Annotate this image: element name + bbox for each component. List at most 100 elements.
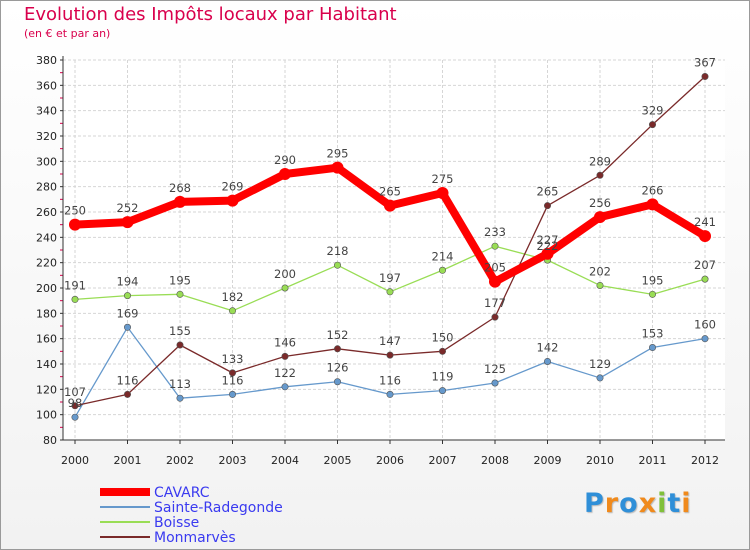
data-labels: 250 252 268 269 290 295 265 275 205 227 256 266 241 9… <box>64 55 716 410</box>
data-label: 98 <box>68 396 83 410</box>
data-label: 207 <box>694 258 716 272</box>
data-label: 153 <box>642 327 664 341</box>
data-label: 200 <box>274 267 296 281</box>
series-lines <box>69 72 711 421</box>
data-label: 195 <box>642 273 664 287</box>
chart-subtitle: (en € et par an) <box>24 27 111 40</box>
data-point <box>491 313 499 321</box>
data-label: 268 <box>169 181 191 195</box>
data-label: 122 <box>274 366 296 380</box>
data-label: 152 <box>327 328 349 342</box>
x-tick-label: 2006 <box>376 454 404 467</box>
data-label: 275 <box>432 172 454 186</box>
legend-label: Monmarvès <box>154 530 236 546</box>
data-label: 329 <box>642 104 664 118</box>
data-label: 233 <box>484 225 506 239</box>
data-label: 142 <box>537 340 559 354</box>
x-tick-label: 2000 <box>61 454 89 467</box>
data-point <box>438 266 446 274</box>
data-label: 116 <box>379 373 401 387</box>
data-label: 133 <box>222 352 244 366</box>
data-label: 155 <box>169 324 191 338</box>
logo-letter: x <box>638 488 658 519</box>
logo-letter: t <box>667 488 682 519</box>
x-tick-label: 2002 <box>166 454 194 467</box>
data-point <box>438 347 446 355</box>
data-label: 269 <box>222 180 244 194</box>
x-tick-label: 2008 <box>481 454 509 467</box>
y-tick-label: 360 <box>36 79 57 92</box>
data-point <box>648 290 656 298</box>
data-label: 265 <box>379 185 401 199</box>
data-point <box>229 369 237 377</box>
axes <box>60 56 725 444</box>
data-point <box>333 378 341 386</box>
data-point <box>333 345 341 353</box>
data-point <box>281 352 289 360</box>
data-point <box>543 202 551 210</box>
data-point <box>229 390 237 398</box>
y-tick-label: 300 <box>36 155 57 168</box>
y-tick-label: 80 <box>43 434 57 447</box>
data-point <box>491 242 499 250</box>
data-point <box>71 413 79 421</box>
data-label: 250 <box>64 204 86 218</box>
data-label: 177 <box>484 296 506 310</box>
data-label: 195 <box>169 273 191 287</box>
data-point <box>594 211 606 224</box>
data-point <box>121 216 134 229</box>
data-label: 126 <box>327 361 349 375</box>
data-point <box>438 387 446 395</box>
data-point <box>596 374 604 382</box>
data-point <box>124 390 132 398</box>
data-point <box>229 307 237 315</box>
legend-label: Sainte-Radegonde <box>154 500 283 516</box>
x-tick-label: 2012 <box>691 454 719 467</box>
data-label: 295 <box>327 147 349 161</box>
data-point <box>648 121 656 129</box>
data-label: 116 <box>222 373 244 387</box>
data-point <box>176 290 184 298</box>
data-point <box>386 288 394 296</box>
data-point <box>489 275 501 288</box>
data-label: 256 <box>589 196 611 210</box>
data-point <box>596 171 604 179</box>
y-tick-label: 320 <box>36 130 57 143</box>
data-point <box>281 284 289 292</box>
data-point <box>701 72 709 80</box>
data-label: 367 <box>694 55 716 69</box>
plot-area <box>63 60 725 440</box>
data-label: 241 <box>694 215 716 229</box>
data-label: 182 <box>222 290 244 304</box>
data-point <box>436 187 449 199</box>
data-label: 169 <box>117 306 139 320</box>
grid-lines <box>63 59 725 441</box>
data-point <box>124 292 132 300</box>
data-label: 194 <box>117 275 139 289</box>
x-tick-label: 2003 <box>219 454 247 467</box>
data-label: 197 <box>379 271 401 285</box>
data-point <box>176 341 184 349</box>
y-tick-label: 280 <box>36 181 57 194</box>
logo-letter: r <box>604 488 620 519</box>
data-point <box>71 402 79 410</box>
x-tick-label: 2004 <box>271 454 299 467</box>
logo-letter: P <box>584 488 605 519</box>
data-label: 116 <box>117 373 139 387</box>
y-tick-label: 100 <box>36 409 57 422</box>
y-tick-label: 120 <box>36 383 57 396</box>
x-tick-label: 2009 <box>534 454 562 467</box>
data-label: 227 <box>537 233 559 247</box>
data-label: 107 <box>64 385 86 399</box>
y-tick-label: 240 <box>36 231 57 244</box>
y-tick-label: 220 <box>36 257 57 270</box>
data-label: 205 <box>484 261 506 275</box>
data-point <box>226 194 239 207</box>
x-tick-label: 2007 <box>429 454 457 467</box>
legend-label: Boisse <box>154 515 199 531</box>
data-point <box>386 351 394 359</box>
data-label: 129 <box>589 357 611 371</box>
data-label: 222 <box>537 239 559 253</box>
data-point <box>699 230 711 243</box>
